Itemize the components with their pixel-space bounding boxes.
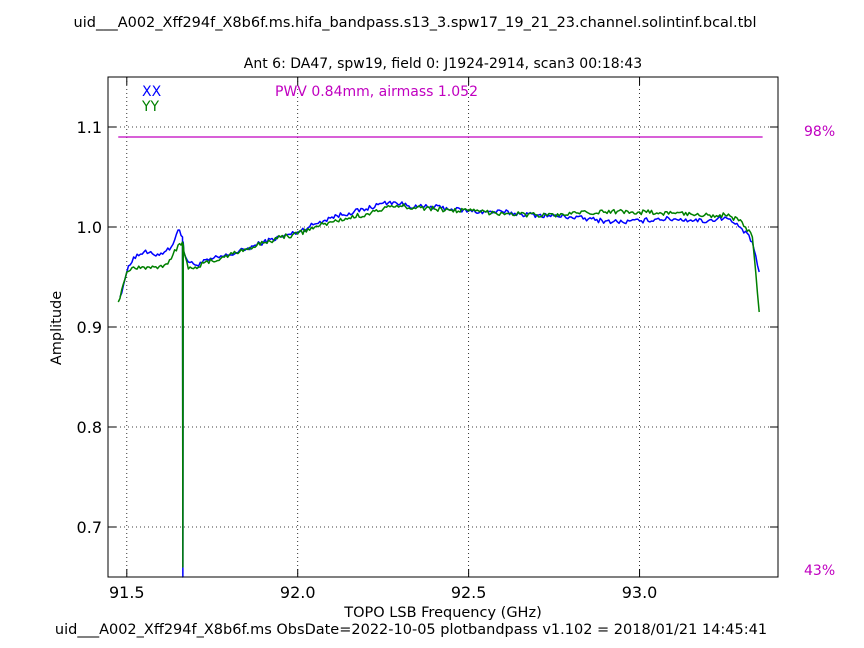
- x-axis-label: TOPO LSB Frequency (GHz): [344, 605, 542, 621]
- x-tick-label: 92.0: [280, 583, 316, 602]
- figure-title: uid___A002_Xff294f_X8b6f.ms.hifa_bandpas…: [73, 15, 757, 31]
- y-tick-label: 0.8: [77, 418, 102, 437]
- tick-layer: 91.5 92.0 92.5 93.0 0.7 0.8 0.9 1.0 1.1: [77, 77, 778, 602]
- y-tick-label: 1.0: [77, 218, 102, 237]
- atm-label-top: 98%: [804, 124, 836, 140]
- x-tick-label: 93.0: [622, 583, 658, 602]
- y-tick-label: 0.7: [77, 518, 102, 537]
- footer-info: uid___A002_Xff294f_X8b6f.ms ObsDate=2022…: [54, 622, 768, 638]
- series-line-yy: [117, 203, 760, 568]
- grid-lines: [108, 77, 778, 577]
- y-tick-label: 0.9: [77, 318, 102, 337]
- x-tick-label: 92.5: [451, 583, 487, 602]
- y-tick-label: 1.1: [77, 118, 102, 137]
- legend-yy: YY: [142, 99, 160, 115]
- chart-subtitle: Ant 6: DA47, spw19, field 0: J1924-2914,…: [243, 56, 643, 72]
- series-layer: [117, 200, 760, 578]
- pwv-annotation: PWV 0.84mm, airmass 1.052: [275, 84, 478, 100]
- x-tick-label: 91.5: [109, 583, 145, 602]
- atm-label-bottom: 43%: [804, 563, 836, 579]
- legend-xx: XX: [142, 84, 162, 100]
- series-line-xx: [119, 200, 760, 578]
